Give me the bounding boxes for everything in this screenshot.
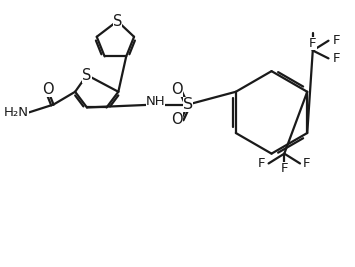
Text: S: S: [183, 97, 193, 112]
Text: S: S: [113, 14, 122, 29]
Text: O: O: [171, 82, 183, 97]
Text: O: O: [171, 112, 183, 127]
Text: O: O: [42, 82, 54, 97]
Text: NH: NH: [146, 95, 165, 108]
Text: F: F: [309, 37, 317, 50]
Text: F: F: [303, 157, 311, 170]
Text: S: S: [82, 68, 92, 83]
Text: F: F: [258, 157, 266, 170]
Text: F: F: [332, 52, 340, 65]
Text: F: F: [332, 34, 340, 47]
Text: H₂N: H₂N: [4, 106, 29, 119]
Text: F: F: [280, 162, 288, 175]
